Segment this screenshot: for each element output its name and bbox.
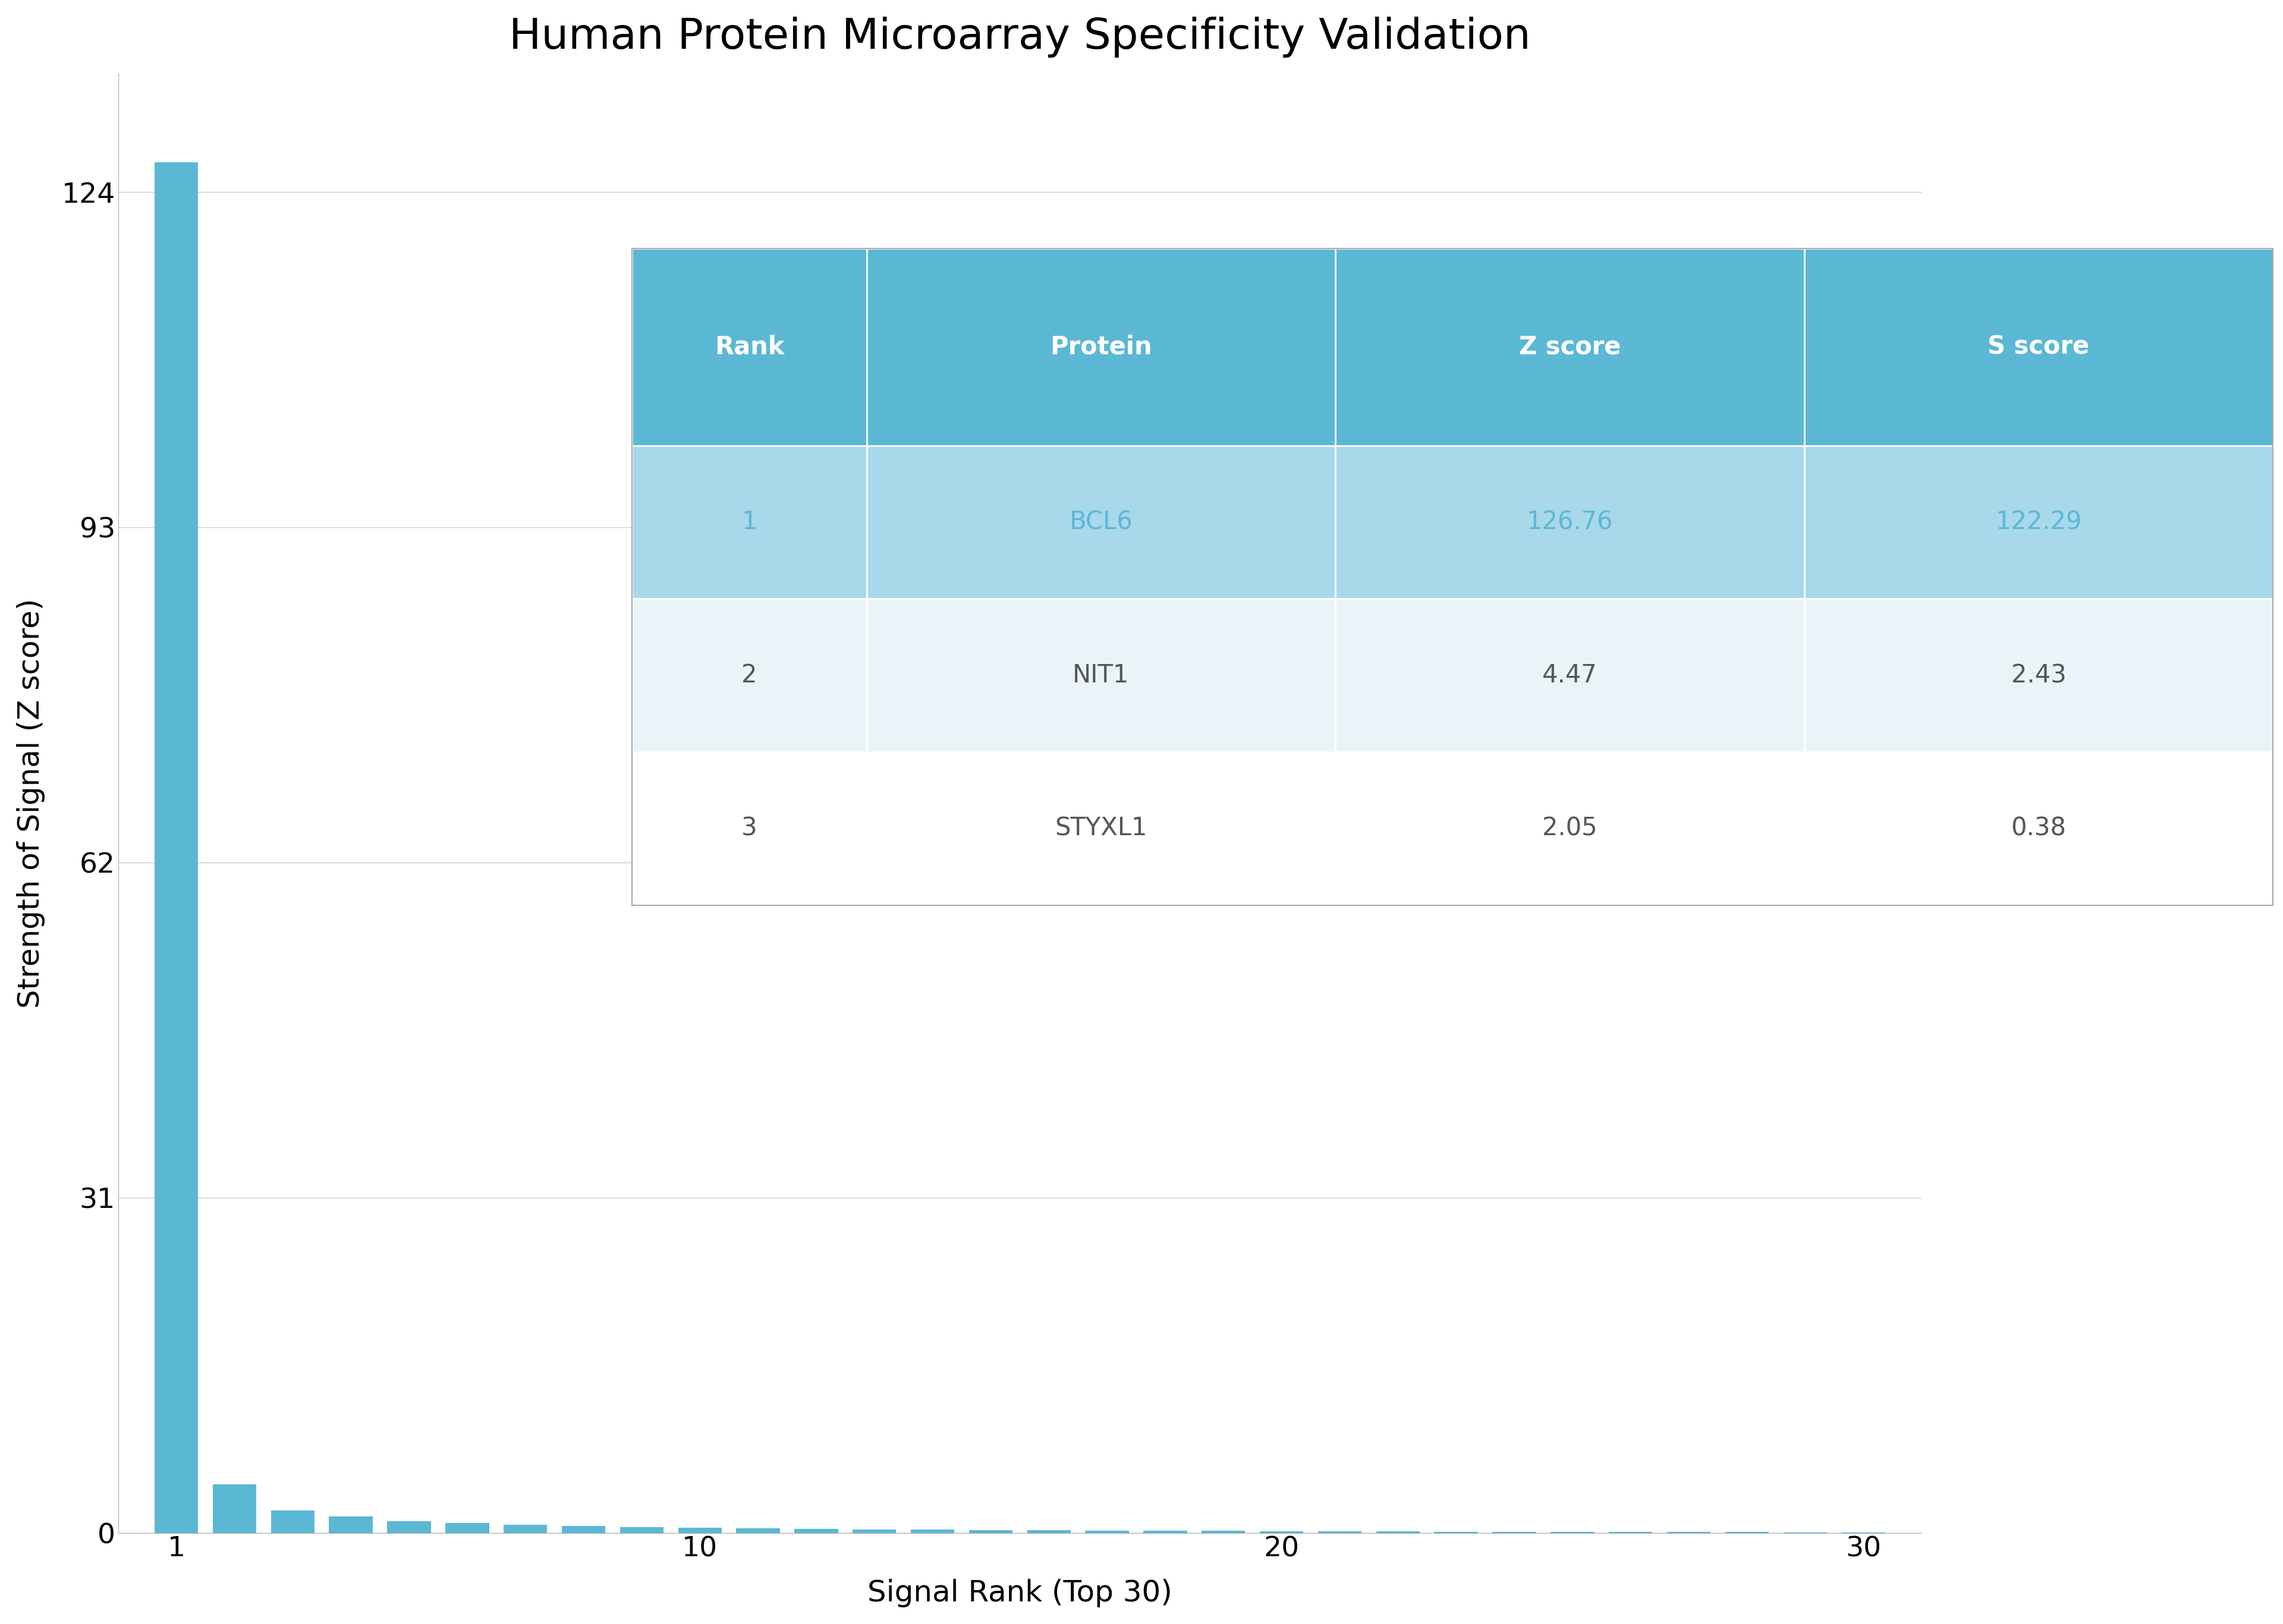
- Bar: [1027, 1530, 1071, 1533]
- Bar: [1804, 445, 2274, 599]
- Text: BCL6: BCL6: [1068, 510, 1132, 534]
- Bar: [911, 1530, 954, 1533]
- Bar: [968, 1530, 1014, 1533]
- Bar: [1804, 599, 2274, 752]
- Bar: [632, 248, 2274, 905]
- Bar: [632, 752, 868, 905]
- Bar: [868, 248, 1336, 445]
- Bar: [632, 445, 868, 599]
- Bar: [632, 599, 868, 752]
- Bar: [505, 1525, 548, 1533]
- Bar: [212, 1484, 256, 1533]
- Text: Protein: Protein: [1050, 335, 1153, 359]
- Bar: [1804, 248, 2274, 445]
- Bar: [621, 1527, 664, 1533]
- Text: 2.05: 2.05: [1543, 817, 1598, 841]
- Text: 126.76: 126.76: [1527, 510, 1614, 534]
- Bar: [1144, 1531, 1187, 1533]
- Bar: [1336, 445, 1804, 599]
- Bar: [272, 1510, 315, 1533]
- Bar: [678, 1528, 721, 1533]
- Bar: [1201, 1531, 1244, 1533]
- Bar: [562, 1527, 605, 1533]
- Text: Rank: Rank: [715, 335, 785, 359]
- Text: 2.43: 2.43: [2011, 663, 2066, 689]
- Text: 4.47: 4.47: [1543, 663, 1598, 689]
- Text: Z score: Z score: [1518, 335, 1621, 359]
- Text: 1: 1: [742, 510, 758, 534]
- Bar: [1804, 752, 2274, 905]
- Bar: [1336, 752, 1804, 905]
- Bar: [1336, 248, 1804, 445]
- Text: 122.29: 122.29: [1995, 510, 2082, 534]
- Text: S score: S score: [1988, 335, 2089, 359]
- Y-axis label: Strength of Signal (Z score): Strength of Signal (Z score): [16, 598, 46, 1009]
- Bar: [1336, 599, 1804, 752]
- Bar: [632, 248, 868, 445]
- Bar: [329, 1517, 372, 1533]
- Bar: [794, 1528, 838, 1533]
- Text: 0.38: 0.38: [2011, 817, 2066, 841]
- Bar: [155, 162, 199, 1533]
- Bar: [1084, 1530, 1128, 1533]
- Bar: [868, 599, 1336, 752]
- Bar: [388, 1522, 431, 1533]
- Bar: [852, 1530, 897, 1533]
- Text: STYXL1: STYXL1: [1055, 817, 1146, 841]
- Title: Human Protein Microarray Specificity Validation: Human Protein Microarray Specificity Val…: [509, 16, 1530, 57]
- Text: NIT1: NIT1: [1073, 663, 1130, 689]
- Bar: [445, 1523, 489, 1533]
- Text: 2: 2: [742, 663, 758, 689]
- Bar: [868, 752, 1336, 905]
- Bar: [735, 1528, 781, 1533]
- X-axis label: Signal Rank (Top 30): Signal Rank (Top 30): [868, 1579, 1171, 1608]
- Text: 3: 3: [742, 817, 758, 841]
- Bar: [868, 445, 1336, 599]
